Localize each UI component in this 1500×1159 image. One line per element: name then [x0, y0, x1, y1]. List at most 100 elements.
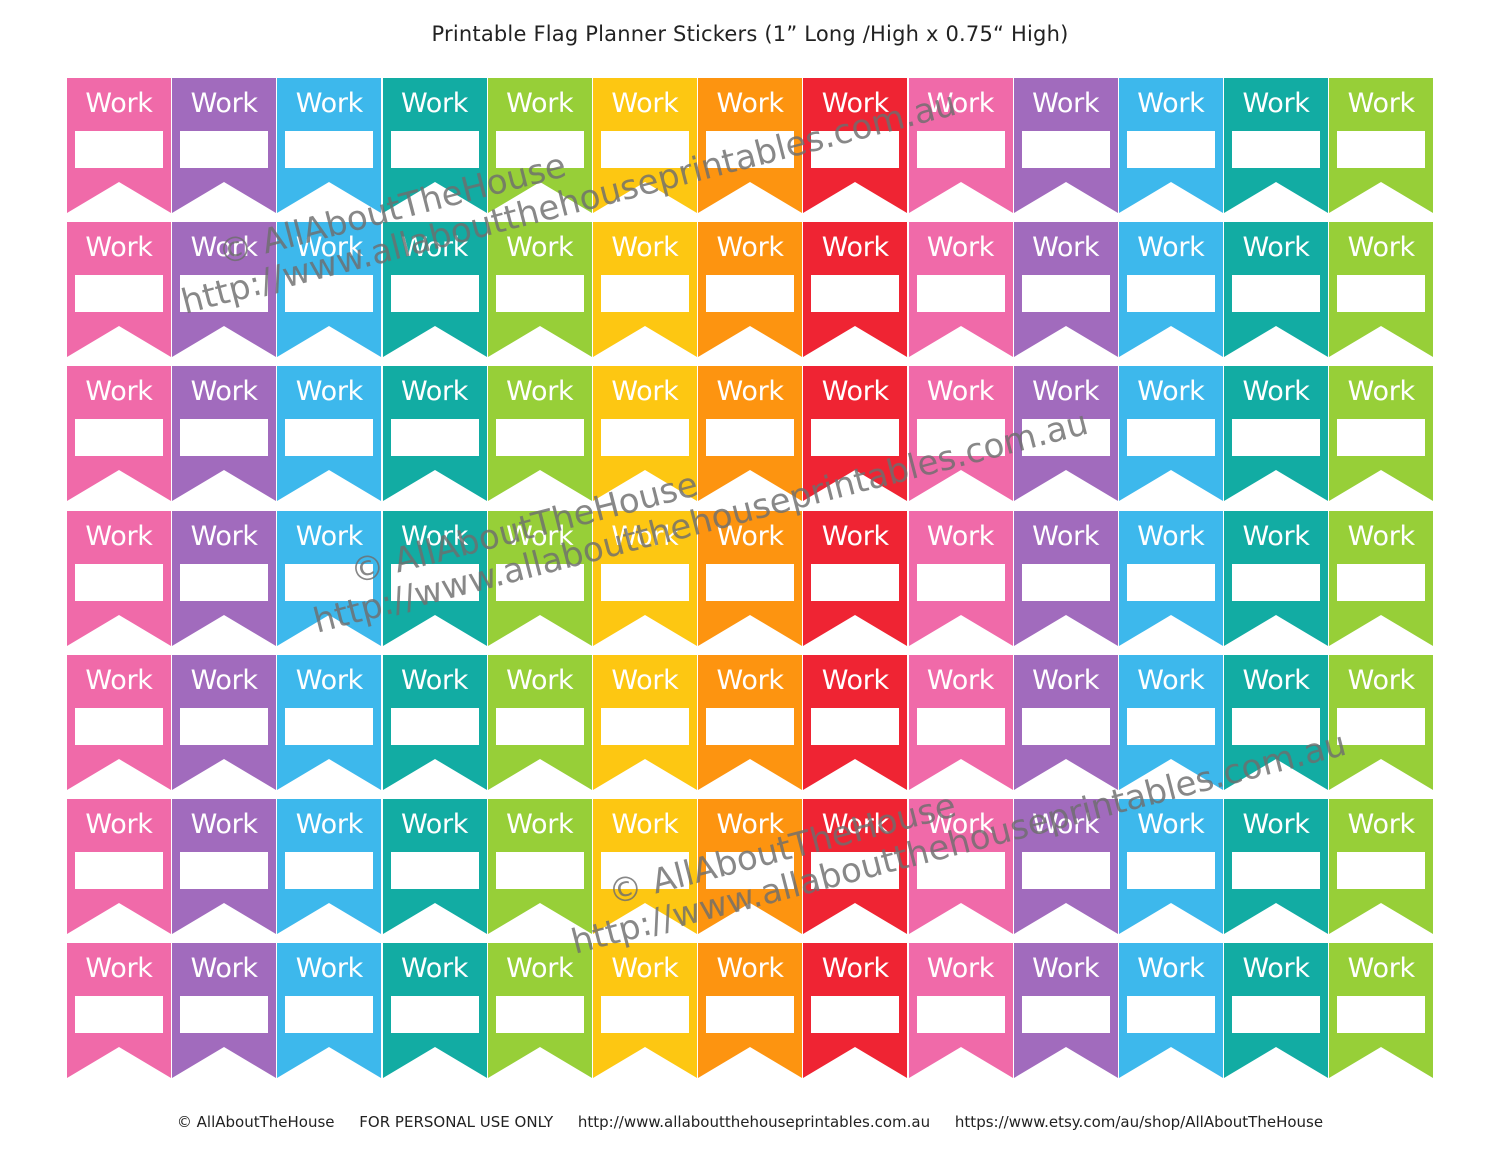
flag-write-in-box: [495, 419, 584, 457]
flag-sticker: Work: [1224, 943, 1329, 1079]
sticker-grid: Work Work Work Work Work Work Work Work Work Work…: [67, 78, 1434, 1079]
flag-write-in-box: [811, 563, 900, 601]
flag-sticker: Work: [172, 654, 277, 790]
flag-sticker: Work: [67, 654, 171, 790]
flag-sticker: Work: [698, 798, 803, 934]
flag-label: Work: [926, 376, 995, 408]
flag-write-in-box: [495, 563, 584, 601]
flag-label: Work: [716, 808, 784, 840]
flag-write-in-box: [706, 851, 795, 889]
flag-sticker: Work: [698, 510, 803, 646]
flag-write-in-box: [600, 707, 689, 745]
flag-write-in-box: [390, 131, 479, 168]
flag-label: Work: [611, 232, 679, 264]
flag-sticker: Work: [487, 366, 592, 502]
flag-write-in-box: [1337, 996, 1426, 1034]
flag-sticker: Work: [172, 943, 277, 1079]
flag-label: Work: [926, 953, 995, 985]
flag-sticker: Work: [1329, 366, 1434, 502]
flag-sticker: Work: [487, 798, 592, 934]
flag-label: Work: [400, 520, 469, 552]
flag-sticker: Work: [1118, 78, 1223, 213]
flag-label: Work: [1242, 520, 1310, 552]
flag-write-in-box: [180, 419, 269, 457]
flag-write-in-box: [916, 275, 1005, 313]
flag-label: Work: [85, 953, 153, 985]
flag-label: Work: [1347, 953, 1415, 985]
flag-sticker: Work: [382, 943, 487, 1079]
flag-sticker: Work: [803, 943, 908, 1079]
flag-label: Work: [716, 953, 784, 985]
flag-label: Work: [821, 376, 889, 408]
flag-sticker: Work: [382, 654, 487, 790]
flag-sticker: Work: [1118, 510, 1223, 646]
flag-label: Work: [1137, 88, 1205, 119]
flag-sticker: Work: [1224, 798, 1329, 934]
flag-label: Work: [1137, 520, 1205, 552]
flag-write-in-box: [1126, 275, 1215, 313]
flag-label: Work: [400, 808, 469, 840]
flag-label: Work: [926, 520, 995, 552]
flag-write-in-box: [285, 131, 374, 168]
flag-sticker: Work: [487, 510, 592, 646]
flag-sticker: Work: [592, 366, 697, 502]
flag-label: Work: [295, 664, 363, 696]
flag-label: Work: [400, 232, 469, 264]
flag-sticker: Work: [803, 222, 908, 358]
flag-sticker: Work: [1013, 222, 1118, 358]
footer-etsy-link[interactable]: https://www.etsy.com/au/shop/AllAboutThe…: [954, 1113, 1324, 1131]
flag-write-in-box: [600, 563, 689, 601]
flag-write-in-box: [180, 851, 269, 889]
flag-write-in-box: [285, 419, 374, 457]
flag-label: Work: [506, 88, 574, 119]
flag-write-in-box: [706, 131, 795, 168]
flag-sticker: Work: [908, 222, 1013, 358]
flag-label: Work: [190, 664, 258, 696]
flag-sticker: Work: [592, 510, 697, 646]
flag-write-in-box: [1232, 563, 1321, 601]
flag-sticker: Work: [592, 654, 697, 790]
flag-write-in-box: [706, 419, 795, 457]
flag-sticker: Work: [1013, 366, 1118, 502]
flag-write-in-box: [390, 419, 479, 457]
flag-write-in-box: [706, 707, 795, 745]
flag-sticker: Work: [1118, 366, 1223, 502]
flag-label: Work: [190, 88, 258, 119]
flag-sticker: Work: [487, 78, 592, 213]
flag-label: Work: [295, 808, 363, 840]
flag-write-in-box: [1021, 131, 1110, 168]
flag-sticker: Work: [487, 654, 592, 790]
flag-sticker: Work: [67, 222, 171, 358]
footer-website-link[interactable]: http://www.allaboutthehouseprintables.co…: [577, 1113, 931, 1131]
flag-label: Work: [400, 376, 469, 408]
flag-sticker: Work: [698, 78, 803, 213]
flag-sticker: Work: [382, 510, 487, 646]
flag-write-in-box: [916, 419, 1005, 457]
flag-sticker: Work: [277, 366, 382, 502]
flag-sticker: Work: [1013, 798, 1118, 934]
flag-sticker: Work: [67, 943, 171, 1079]
flag-sticker: Work: [1224, 78, 1329, 213]
flag-write-in-box: [495, 851, 584, 889]
flag-write-in-box: [811, 275, 900, 313]
flag-label: Work: [1032, 376, 1100, 408]
flag-label: Work: [1032, 520, 1100, 552]
flag-label: Work: [295, 232, 363, 264]
flag-sticker: Work: [592, 798, 697, 934]
flag-sticker: Work: [908, 798, 1013, 934]
flag-label: Work: [926, 232, 995, 264]
flag-sticker: Work: [1329, 798, 1434, 934]
flag-label: Work: [1242, 376, 1310, 408]
flag-sticker: Work: [277, 222, 382, 358]
flag-label: Work: [85, 808, 153, 840]
flag-sticker: Work: [698, 943, 803, 1079]
flag-write-in-box: [811, 707, 900, 745]
flag-sticker: Work: [172, 366, 277, 502]
flag-sticker: Work: [382, 78, 487, 213]
flag-label: Work: [85, 376, 153, 408]
flag-sticker: Work: [698, 654, 803, 790]
flag-sticker: Work: [803, 798, 908, 934]
flag-label: Work: [926, 808, 995, 840]
flag-sticker: Work: [803, 654, 908, 790]
flag-write-in-box: [1126, 851, 1215, 889]
